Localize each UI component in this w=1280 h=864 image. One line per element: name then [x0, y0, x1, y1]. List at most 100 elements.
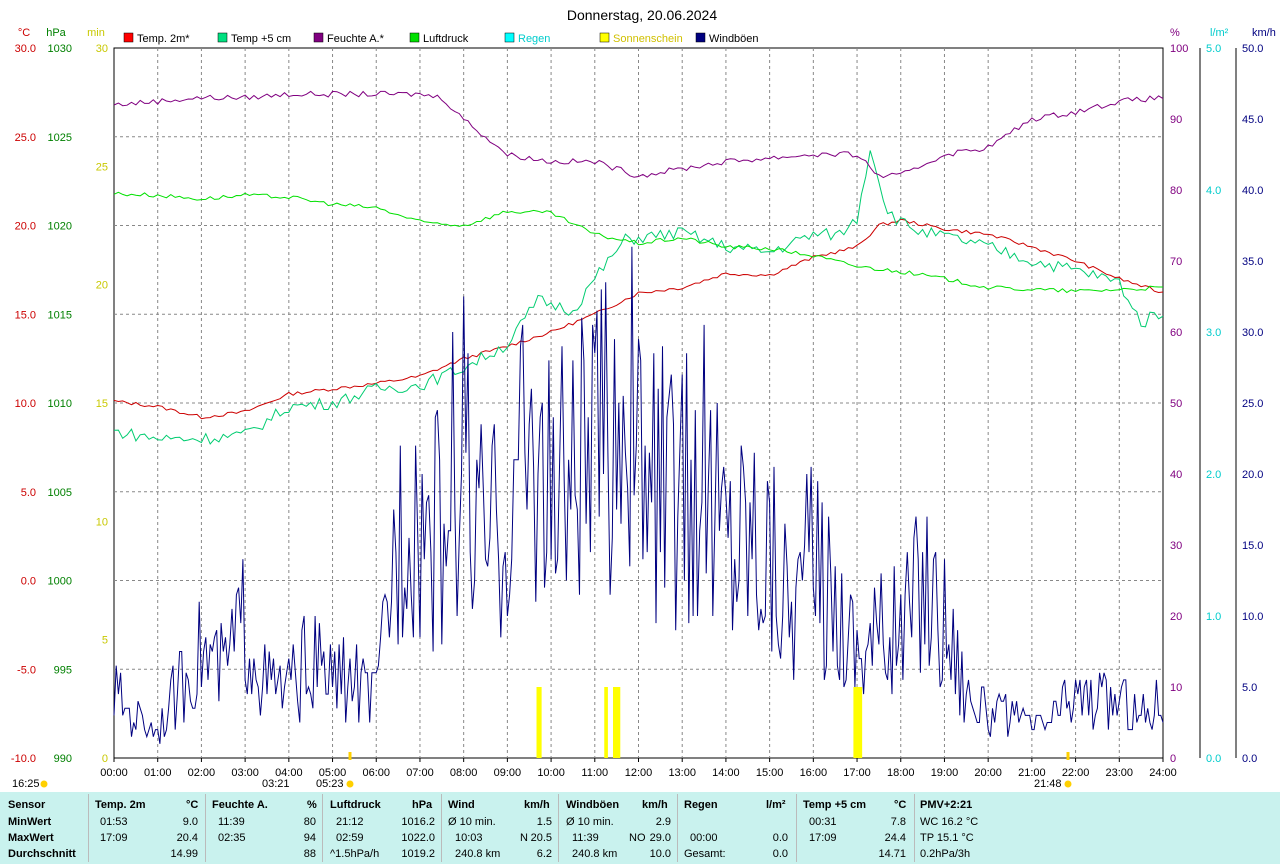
temp2m-unit: °C: [186, 799, 199, 811]
wind-distance: 240.8 km: [455, 848, 501, 860]
sun-icon: [40, 780, 48, 788]
grid: [113, 47, 1164, 759]
pressure-min-time: 21:12: [336, 816, 364, 828]
rain-total: 0.0: [772, 848, 788, 860]
temp-tick-label: -10.0: [11, 753, 36, 765]
pressure-tick-label: 1000: [48, 576, 72, 588]
time-marker: 05:23: [316, 778, 344, 790]
sun-tick: [348, 752, 352, 760]
rain-tick-label: 4.0: [1206, 185, 1221, 197]
temp2m-min: 9.0: [182, 816, 198, 828]
pressure-tick-label: 1025: [48, 132, 72, 144]
axes: 00:00 01:00 02:00 03:00 04:00 05:00 06:00 07:00…: [11, 27, 1276, 779]
sunshine-unit: min: [87, 27, 105, 39]
wind-header: Wind: [448, 799, 475, 811]
wind-tick-label: 25.0: [1242, 398, 1263, 410]
x-tick-label: 20:00: [974, 767, 1002, 779]
wind-tick-label: 40.0: [1242, 185, 1263, 197]
wind-min: 1.5: [536, 816, 552, 828]
x-tick-label: 04:00: [275, 767, 303, 779]
temp5-min: 7.8: [890, 816, 906, 828]
rain-total-label: Gesamt:: [684, 848, 726, 860]
wind-tick-label: 20.0: [1242, 469, 1263, 481]
rain-unit: l/m²: [1210, 27, 1229, 39]
sunshine-bar: [536, 687, 542, 758]
x-tick-label: 09:00: [494, 767, 522, 779]
x-tick-label: 24:00: [1149, 767, 1177, 779]
x-tick-label: 00:00: [100, 767, 128, 779]
wind-avg: 6.2: [536, 848, 552, 860]
humidity-tick-label: 90: [1170, 114, 1182, 126]
sun-tick: [1066, 752, 1070, 760]
x-tick-label: 01:00: [144, 767, 172, 779]
x-tick-label: 19:00: [931, 767, 959, 779]
gusts-max: 29.0: [649, 832, 671, 844]
pressure-trend: ^1.5hPa/h: [330, 848, 380, 860]
x-tick-label: 02:00: [188, 767, 216, 779]
temp2m-max-time: 17:09: [100, 832, 128, 844]
legend-swatch: [123, 32, 134, 43]
pressure-header: Luftdruck: [330, 799, 381, 811]
temp2m-max: 20.4: [176, 832, 198, 844]
humidity-tick-label: 30: [1170, 540, 1182, 552]
series-layer: [113, 90, 1164, 758]
legend-swatch: [695, 32, 706, 43]
x-tick-label: 06:00: [362, 767, 390, 779]
sunshine-bar: [604, 687, 608, 758]
sunshine-bar: [853, 687, 863, 758]
temp2m-header: Temp. 2m: [95, 799, 146, 811]
legend-label: Feuchte A.*: [327, 33, 385, 45]
pressure-tick-label: 1020: [48, 221, 72, 233]
gusts-unit: km/h: [642, 799, 668, 811]
sunshine-tick-label: 20: [96, 280, 108, 292]
x-tick-label: 05:00: [319, 767, 347, 779]
wind-tick-label: 15.0: [1242, 540, 1263, 552]
x-tick-label: 22:00: [1062, 767, 1090, 779]
gusts-max-dir: NO: [629, 832, 646, 844]
gusts-distance: 240.8 km: [572, 848, 618, 860]
pressure-tick-label: 1015: [48, 309, 72, 321]
legend-swatch: [217, 32, 228, 43]
x-tick-label: 13:00: [668, 767, 696, 779]
sunshine-tick-label: 25: [96, 161, 108, 173]
x-tick-label: 08:00: [450, 767, 478, 779]
temp-tick-label: 30.0: [15, 43, 36, 55]
temp5-min-time: 00:31: [809, 816, 837, 828]
row-avg-label: Durchschnitt: [8, 848, 76, 860]
sun-icon: [346, 780, 354, 788]
legend: Temp. 2m* Temp +5 cm Feuchte A.* Luftdruck R…: [123, 32, 759, 45]
wind-min-label: Ø 10 min.: [448, 816, 496, 828]
wind-unit: km/h: [1252, 27, 1276, 39]
temp-tick-label: 0.0: [21, 576, 36, 588]
wind-max-time: 10:03: [455, 832, 483, 844]
pressure-tick-label: 1030: [48, 43, 72, 55]
row-min-label: MinWert: [8, 816, 52, 828]
rain-max-time: 00:00: [690, 832, 718, 844]
gusts-min-label: Ø 10 min.: [566, 816, 614, 828]
rain-tick-label: 3.0: [1206, 327, 1221, 339]
pressure-tick-label: 1005: [48, 487, 72, 499]
temp5-avg: 14.71: [878, 848, 906, 860]
pressure-min: 1016.2: [401, 816, 435, 828]
sensor-header: Sensor: [8, 799, 46, 811]
humidity-min: 80: [303, 816, 316, 828]
row-max-label: MaxWert: [8, 832, 54, 844]
wind-tick-label: 0.0: [1242, 753, 1257, 765]
pressure-max-time: 02:59: [336, 832, 364, 844]
pmv-header: PMV+2:21: [920, 799, 973, 811]
legend-swatch: [599, 32, 610, 43]
time-marker: 03:21: [262, 778, 290, 790]
rain-max: 0.0: [772, 832, 788, 844]
series-line-1: [113, 150, 1164, 445]
humidity-tick-label: 0: [1170, 753, 1176, 765]
rain-header: Regen: [684, 799, 718, 811]
x-tick-label: 23:00: [1106, 767, 1134, 779]
weather-chart: Donnerstag, 20.06.2024 00:00 01:00 02:00 03…: [11, 7, 1276, 790]
wind-max: 20.5: [530, 832, 552, 844]
series-line-2: [113, 90, 1164, 179]
humidity-tick-label: 50: [1170, 398, 1182, 410]
legend-label: Windböen: [709, 33, 759, 45]
sun-icon: [1064, 780, 1072, 788]
time-marker: 21:48: [1034, 778, 1062, 790]
wind-tick-label: 45.0: [1242, 114, 1263, 126]
